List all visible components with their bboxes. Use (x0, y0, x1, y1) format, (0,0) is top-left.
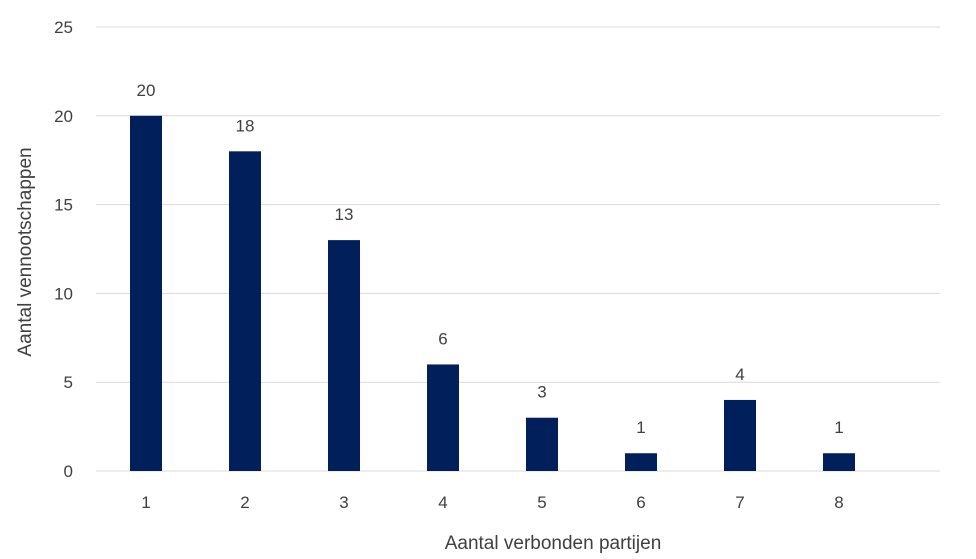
data-label-8: 1 (834, 418, 843, 437)
gridlines (96, 26, 940, 472)
x-tick-label-5: 5 (537, 493, 546, 512)
y-tick-label: 15 (54, 196, 73, 215)
bar-1 (130, 115, 162, 472)
bar-4 (427, 364, 459, 471)
y-tick-label: 5 (64, 373, 73, 392)
y-axis-title: Aantal vennootschappen (15, 147, 36, 356)
x-tick-label-3: 3 (339, 493, 348, 512)
data-label-6: 1 (636, 418, 645, 437)
bars (130, 115, 855, 472)
bar-7 (724, 399, 756, 471)
x-axis-ticks: 1 2 3 4 5 6 7 8 (141, 493, 843, 512)
x-tick-label-7: 7 (735, 493, 744, 512)
bar-6 (625, 453, 657, 471)
x-tick-label-6: 6 (636, 493, 645, 512)
y-tick-label: 20 (54, 107, 73, 126)
y-tick-label: 0 (64, 462, 73, 481)
x-tick-label-1: 1 (141, 493, 150, 512)
data-label-5: 3 (537, 383, 546, 402)
x-tick-label-8: 8 (834, 493, 843, 512)
data-labels: 20 18 13 6 3 1 4 1 (137, 81, 844, 437)
x-tick-label-4: 4 (438, 493, 447, 512)
y-tick-label: 25 (54, 18, 73, 37)
x-tick-label-2: 2 (240, 493, 249, 512)
bar-2 (229, 151, 261, 471)
y-tick-label: 10 (54, 284, 73, 303)
bar-3 (328, 240, 360, 471)
data-label-4: 6 (438, 329, 447, 348)
data-label-3: 13 (335, 205, 354, 224)
x-axis-title: Aantal verbonden partijen (445, 533, 662, 554)
bar-8 (823, 453, 855, 471)
data-label-7: 4 (735, 365, 744, 384)
bar-5 (526, 417, 558, 471)
y-axis-ticks: 0 5 10 15 20 25 (54, 18, 73, 481)
data-label-2: 18 (236, 116, 255, 135)
data-label-1: 20 (137, 81, 156, 100)
